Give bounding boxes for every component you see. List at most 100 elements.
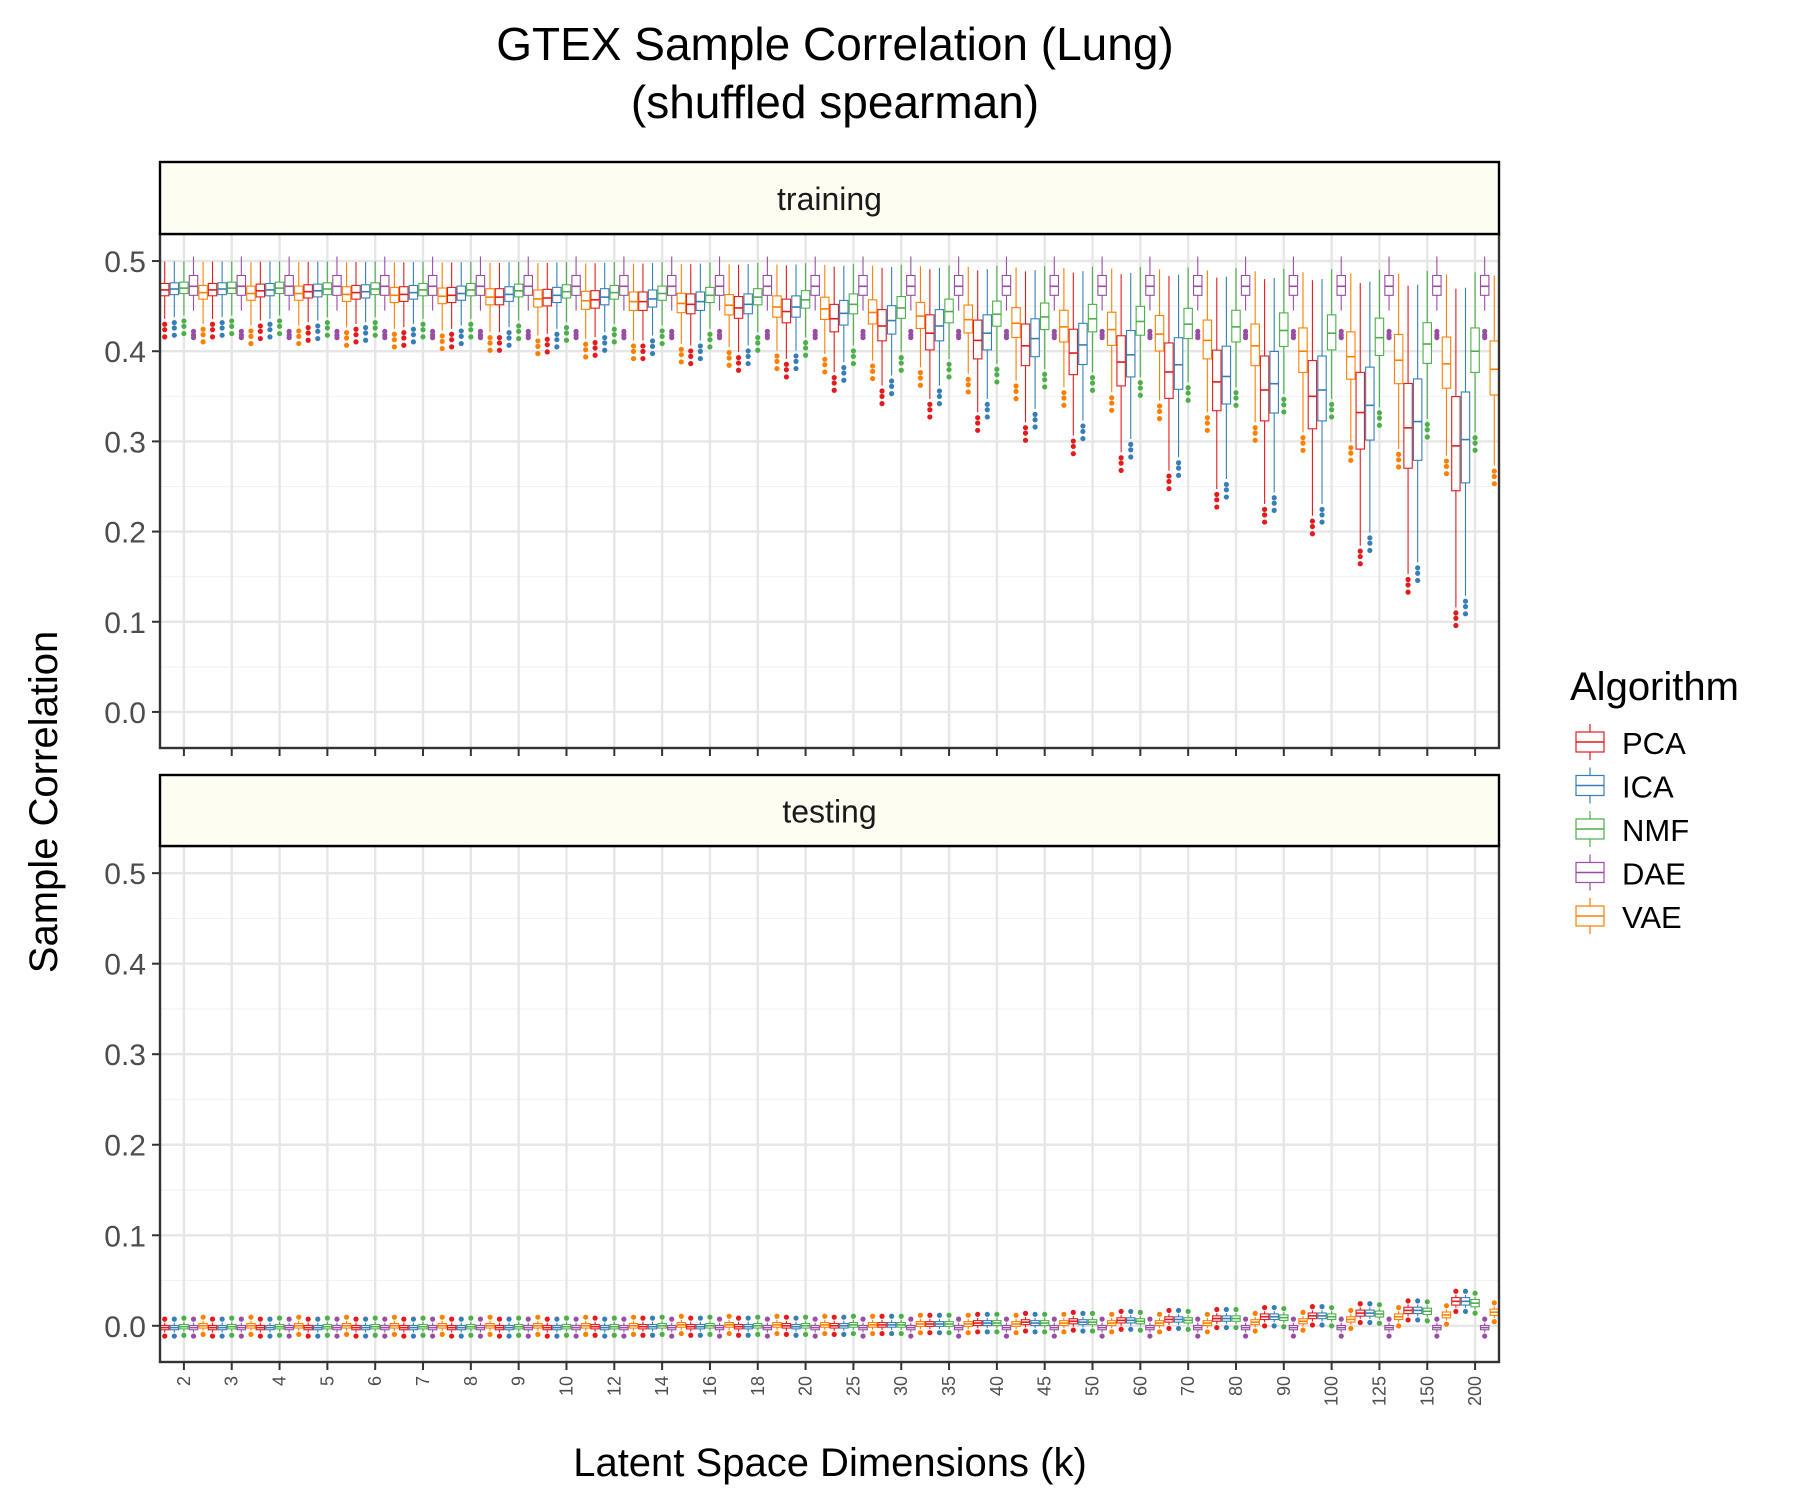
box-outlier <box>841 365 847 371</box>
box-outlier <box>1367 1301 1373 1307</box>
box-outlier <box>611 1315 617 1321</box>
box-outlier <box>1128 1308 1134 1315</box>
x-tick-label: 200 <box>1465 1376 1485 1406</box>
box-outlier <box>1271 1323 1277 1329</box>
box-outlier <box>678 346 684 352</box>
box-outlier <box>525 1333 531 1339</box>
box-outlier <box>735 1332 742 1338</box>
box-body <box>1432 274 1442 296</box>
box-outlier <box>1070 451 1076 457</box>
box-outlier <box>649 343 656 349</box>
box-outlier <box>1051 328 1057 334</box>
box-outlier <box>439 338 445 344</box>
box-outlier <box>1185 390 1191 396</box>
box-outlier <box>420 321 426 327</box>
box-outlier <box>592 340 598 346</box>
x-tick-label: 4 <box>270 1376 290 1386</box>
box-outlier <box>860 335 866 341</box>
box-training-VAE-8 <box>485 262 495 353</box>
box-training-DAE-60 <box>1145 256 1155 341</box>
box-outlier <box>1223 1306 1229 1313</box>
box-outlier <box>1118 455 1124 461</box>
box-outlier <box>1367 540 1373 546</box>
box-body <box>1326 314 1337 351</box>
box-training-ICA-4 <box>265 261 275 340</box>
box-testing-ICA-25 <box>839 1314 849 1337</box>
box-outlier <box>1223 1324 1229 1331</box>
box-outlier <box>506 1333 512 1339</box>
box-outlier <box>659 1331 665 1337</box>
box-testing-VAE-90 <box>1298 1309 1308 1333</box>
box-testing-ICA-100 <box>1317 1304 1327 1328</box>
box-outlier <box>812 1333 818 1339</box>
box-outlier <box>1032 417 1038 423</box>
box-outlier <box>219 332 225 338</box>
box-body <box>666 274 677 296</box>
box-training-NMF-8 <box>466 261 476 340</box>
box-training-ICA-90 <box>1269 277 1279 513</box>
box-outlier <box>372 1332 378 1338</box>
box-outlier <box>870 375 876 382</box>
box-outlier <box>362 325 369 331</box>
box-outlier <box>1233 402 1239 408</box>
box-outlier <box>1367 1319 1373 1326</box>
box-outlier <box>496 1333 503 1339</box>
box-training-VAE-70 <box>1202 270 1213 433</box>
box-training-ICA-14 <box>647 263 658 357</box>
box-outlier <box>1022 1310 1029 1316</box>
box-outlier <box>1338 1333 1344 1339</box>
box-outlier <box>793 353 799 359</box>
box-outlier <box>391 1331 397 1337</box>
y-tick-label: 0.2 <box>104 517 146 550</box>
box-outlier <box>267 334 273 340</box>
box-outlier <box>535 1314 541 1320</box>
box-testing-DAE-20 <box>810 1316 820 1339</box>
box-testing-DAE-100 <box>1336 1316 1346 1339</box>
box-outlier <box>755 340 761 346</box>
box-outlier <box>917 375 924 381</box>
x-tick-label: 125 <box>1369 1376 1389 1406</box>
box-training-PCA-8 <box>446 262 457 350</box>
box-outlier <box>1338 1316 1344 1322</box>
box-body <box>1489 340 1500 396</box>
box-training-NMF-45 <box>1039 266 1050 390</box>
box-outlier <box>927 1312 933 1318</box>
y-tick-label: 0.3 <box>104 1039 146 1072</box>
box-testing-NMF-100 <box>1326 1304 1337 1329</box>
x-tick-label: 8 <box>461 1376 481 1386</box>
box-testing-DAE-10 <box>571 1316 581 1339</box>
box-outlier <box>248 1331 254 1337</box>
box-outlier <box>1443 1321 1450 1327</box>
box-testing-DAE-30 <box>906 1316 916 1339</box>
box-outlier <box>1472 1310 1478 1316</box>
x-tick-label: 20 <box>796 1376 816 1396</box>
box-outlier <box>219 1333 225 1339</box>
box-outlier <box>889 383 895 389</box>
box-outlier <box>1396 1304 1402 1311</box>
box-outlier <box>171 325 177 331</box>
y-tick-label: 0.0 <box>104 697 146 730</box>
box-outlier <box>697 1315 703 1321</box>
box-testing-VAE-100 <box>1346 1307 1356 1332</box>
box-outlier <box>296 333 302 339</box>
x-tick-label: 18 <box>748 1376 768 1396</box>
box-outlier <box>1329 414 1335 420</box>
box-outlier <box>850 360 857 367</box>
box-training-VAE-25 <box>867 265 878 382</box>
x-tick-label: 35 <box>939 1376 959 1396</box>
box-outlier <box>707 1314 713 1320</box>
x-tick-label: 14 <box>652 1376 672 1396</box>
box-testing-PCA-60 <box>1116 1308 1126 1332</box>
box-training-VAE-40 <box>1011 267 1021 402</box>
y-tick-label: 0.3 <box>104 426 146 459</box>
box-outlier <box>305 337 311 343</box>
box-outlier <box>248 1314 254 1320</box>
box-outlier <box>525 335 531 341</box>
box-outlier <box>611 1332 617 1338</box>
box-outlier <box>860 328 866 334</box>
box-outlier <box>1166 1307 1172 1314</box>
box-outlier <box>1080 1328 1086 1334</box>
box-outlier <box>774 353 780 359</box>
box-outlier <box>1482 1316 1488 1322</box>
box-outlier <box>1376 1302 1383 1308</box>
